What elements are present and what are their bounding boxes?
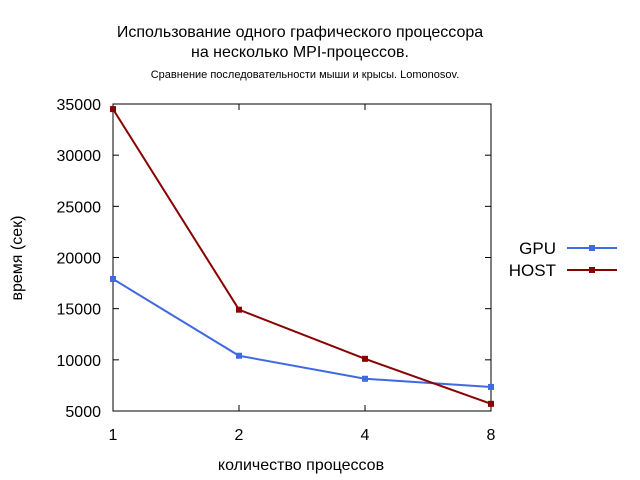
x-tick-label: 8 [487,427,496,444]
data-point-host [362,355,368,362]
x-axis-label: количество процессов [218,457,384,474]
x-tick-label: 2 [235,427,244,444]
data-point-host [110,106,116,113]
y-axis: 5000 10000 15000 20000 25000 30000 35000 [57,97,491,421]
y-tick-label: 5000 [65,404,101,421]
series-layer [110,106,494,407]
x-tick-label: 1 [109,427,118,444]
data-point-gpu [362,375,368,382]
y-tick-label: 10000 [57,353,102,370]
y-tick-label: 35000 [57,97,102,114]
plot-area-frame [112,103,492,412]
chart-title-line-1: Использование одного графического процес… [117,24,483,41]
data-point-gpu [236,352,242,359]
y-tick-label: 30000 [57,148,102,165]
legend-marker-host [589,267,595,273]
chart-title-line-2: на несколько MPI-процессов. [191,44,409,61]
data-point-gpu [110,275,116,282]
y-tick-label: 20000 [57,251,102,268]
data-point-gpu [488,383,494,390]
data-point-host [488,400,494,407]
y-tick-label: 25000 [57,199,102,216]
y-axis-label: время (сек) [9,216,26,301]
x-tick-label: 4 [361,427,370,444]
chart-subtitle: Сравнение последовательности мыши и крыс… [151,69,460,81]
y-tick-label: 15000 [57,302,102,319]
series-line-gpu [112,278,492,388]
series-line-host [112,108,492,405]
legend-label-host: HOST [509,261,556,280]
x-axis: 1 2 4 8 [109,104,496,444]
legend-marker-gpu [589,245,595,251]
legend: GPU HOST [509,239,617,280]
data-point-host [236,306,242,313]
legend-label-gpu: GPU [519,239,556,258]
